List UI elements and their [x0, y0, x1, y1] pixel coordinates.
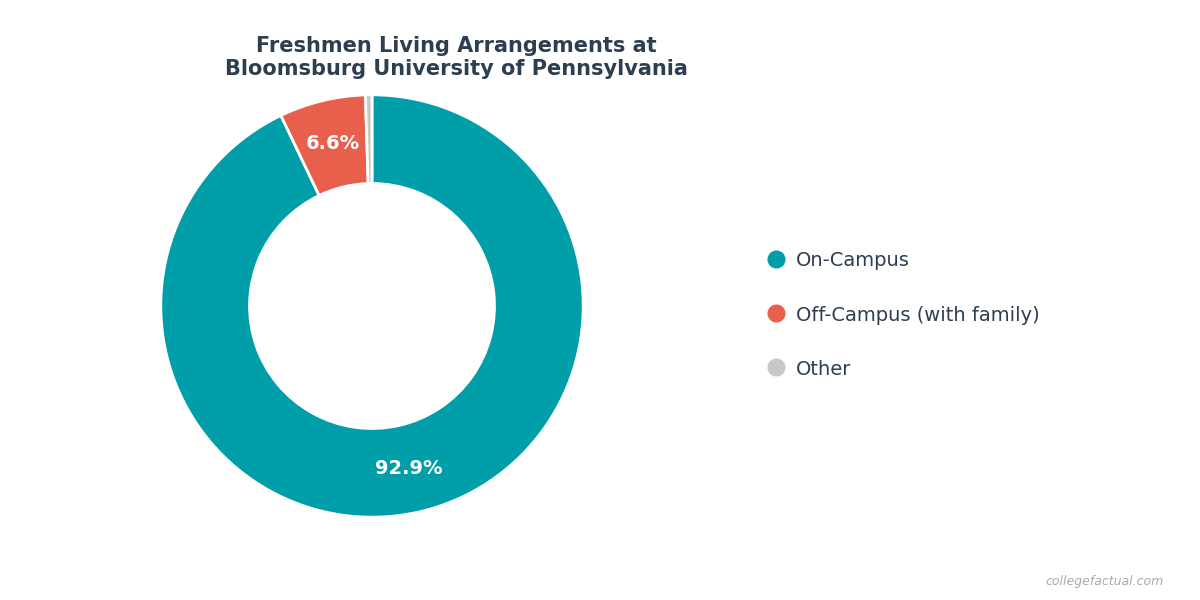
Wedge shape — [281, 95, 368, 196]
Text: 92.9%: 92.9% — [376, 459, 443, 478]
Wedge shape — [365, 95, 372, 184]
Text: Freshmen Living Arrangements at
Bloomsburg University of Pennsylvania: Freshmen Living Arrangements at Bloomsbu… — [224, 36, 688, 79]
Text: 6.6%: 6.6% — [306, 134, 360, 154]
Wedge shape — [161, 95, 583, 517]
Text: collegefactual.com: collegefactual.com — [1045, 575, 1164, 588]
Legend: On-Campus, Off-Campus (with family), Other: On-Campus, Off-Campus (with family), Oth… — [751, 232, 1060, 398]
